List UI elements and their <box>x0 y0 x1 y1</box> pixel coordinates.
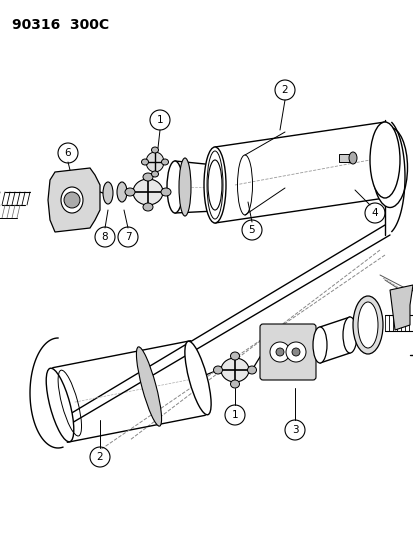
Text: 4: 4 <box>371 208 377 218</box>
Text: 90316  300C: 90316 300C <box>12 18 109 32</box>
Ellipse shape <box>142 173 153 181</box>
Circle shape <box>64 192 80 208</box>
Ellipse shape <box>125 188 135 196</box>
Ellipse shape <box>46 368 74 442</box>
Ellipse shape <box>185 341 211 415</box>
Ellipse shape <box>342 317 356 353</box>
Ellipse shape <box>161 159 168 165</box>
Ellipse shape <box>221 358 248 382</box>
Ellipse shape <box>230 380 239 388</box>
Polygon shape <box>48 168 100 232</box>
Text: 1: 1 <box>156 115 163 125</box>
FancyBboxPatch shape <box>259 324 315 380</box>
Ellipse shape <box>146 152 164 172</box>
Ellipse shape <box>230 352 239 360</box>
Ellipse shape <box>369 122 399 198</box>
Text: 7: 7 <box>124 232 131 242</box>
Text: 5: 5 <box>248 225 255 235</box>
Circle shape <box>275 348 283 356</box>
Ellipse shape <box>352 296 382 354</box>
Text: 1: 1 <box>231 410 238 420</box>
Ellipse shape <box>61 187 83 213</box>
Ellipse shape <box>133 179 163 205</box>
Ellipse shape <box>312 327 326 363</box>
Text: 8: 8 <box>102 232 108 242</box>
Ellipse shape <box>166 161 183 213</box>
Text: 2: 2 <box>97 452 103 462</box>
Circle shape <box>269 342 289 362</box>
Ellipse shape <box>247 366 256 374</box>
Text: 3: 3 <box>291 425 298 435</box>
Circle shape <box>285 342 305 362</box>
Ellipse shape <box>207 160 221 210</box>
Text: 2: 2 <box>281 85 287 95</box>
Ellipse shape <box>141 159 148 165</box>
Ellipse shape <box>103 182 113 204</box>
Ellipse shape <box>151 171 158 177</box>
Polygon shape <box>389 285 412 330</box>
Ellipse shape <box>151 147 158 153</box>
Ellipse shape <box>357 302 377 348</box>
Ellipse shape <box>213 366 222 374</box>
Ellipse shape <box>348 152 356 164</box>
Text: 6: 6 <box>64 148 71 158</box>
Ellipse shape <box>372 127 406 207</box>
Ellipse shape <box>136 347 161 426</box>
Ellipse shape <box>117 182 127 202</box>
Ellipse shape <box>161 188 171 196</box>
Ellipse shape <box>142 203 153 211</box>
Bar <box>338 154 350 162</box>
Circle shape <box>291 348 299 356</box>
Ellipse shape <box>178 158 190 216</box>
Ellipse shape <box>204 147 225 223</box>
